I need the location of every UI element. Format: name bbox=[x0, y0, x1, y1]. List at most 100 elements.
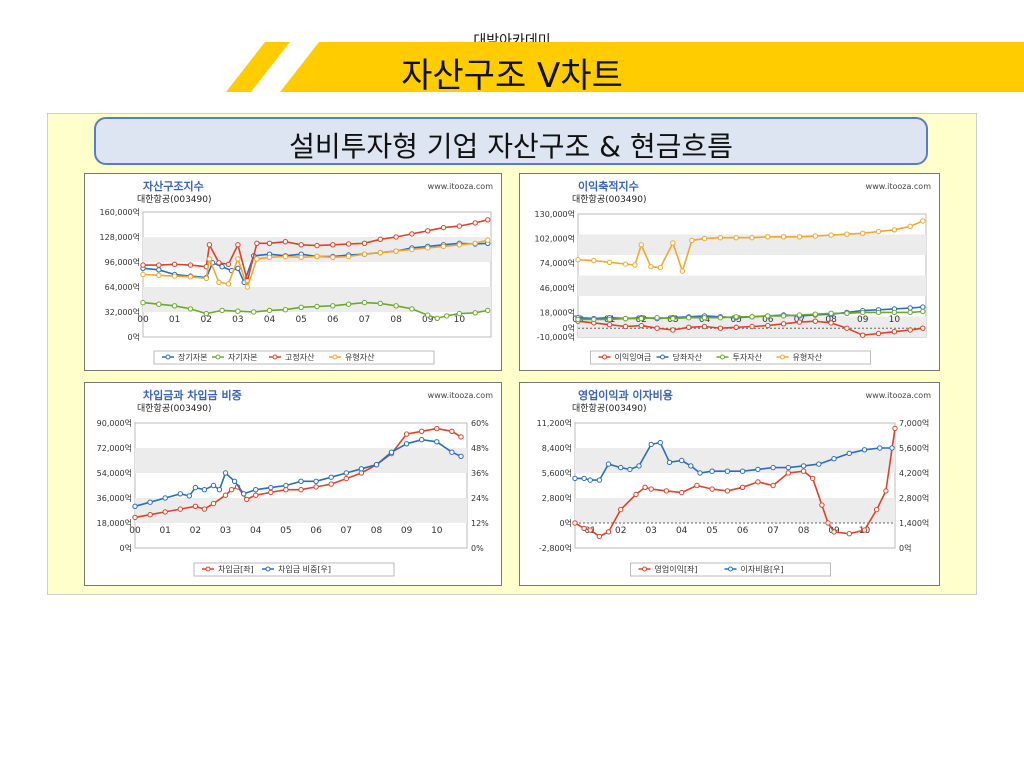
data-point bbox=[860, 309, 866, 316]
y-tick-label: 11,200억 bbox=[537, 418, 572, 428]
plot-area bbox=[134, 422, 468, 549]
legend-marker bbox=[215, 354, 221, 360]
chart-site: www.itooza.com bbox=[428, 182, 494, 191]
data-point bbox=[472, 310, 478, 316]
legend-label: 이자비용[우] bbox=[741, 564, 784, 574]
data-point bbox=[171, 303, 178, 309]
data-point bbox=[377, 249, 383, 256]
data-point bbox=[393, 248, 399, 254]
x-tick-label: 09 bbox=[401, 526, 413, 536]
data-point bbox=[749, 235, 755, 241]
chart-title: 자산구조지수 bbox=[143, 179, 204, 193]
x-tick-label: 01 bbox=[159, 526, 170, 536]
legend-marker bbox=[642, 566, 647, 572]
data-point bbox=[328, 481, 334, 487]
data-point bbox=[575, 316, 581, 323]
chart-company: 대한항공(003490) bbox=[137, 403, 212, 414]
data-point bbox=[434, 439, 440, 445]
data-point bbox=[425, 245, 431, 251]
data-point bbox=[235, 242, 241, 248]
data-point bbox=[434, 425, 440, 432]
y-tick-label: 54,000억 bbox=[97, 468, 132, 478]
data-point bbox=[648, 264, 654, 270]
data-point bbox=[485, 217, 491, 223]
y-tick-label: 96,000억 bbox=[105, 257, 140, 267]
data-point bbox=[228, 487, 235, 493]
y2-tick-label: 12% bbox=[471, 519, 489, 528]
data-point bbox=[785, 464, 791, 471]
data-point bbox=[210, 482, 217, 489]
data-point bbox=[206, 256, 213, 262]
data-point bbox=[648, 486, 654, 492]
data-point bbox=[314, 242, 320, 249]
data-point bbox=[709, 468, 715, 474]
data-point bbox=[147, 499, 153, 505]
legend-marker bbox=[728, 566, 733, 572]
data-point bbox=[330, 242, 336, 248]
data-point bbox=[425, 312, 431, 318]
data-point bbox=[328, 474, 334, 480]
data-point bbox=[171, 261, 178, 268]
data-point bbox=[251, 309, 257, 315]
data-point bbox=[377, 236, 383, 243]
data-point bbox=[844, 325, 850, 331]
legend-label: 차입금 비중[우] bbox=[278, 565, 331, 574]
x-tick-label: 04 bbox=[250, 526, 262, 536]
data-point bbox=[343, 475, 349, 482]
x-tick-label: 02 bbox=[615, 526, 626, 536]
y2-tick-label: 1,400억 bbox=[899, 518, 929, 528]
data-point bbox=[140, 271, 146, 278]
data-point bbox=[717, 325, 724, 331]
x-tick-label: 02 bbox=[190, 526, 201, 536]
grid-band bbox=[578, 275, 926, 296]
y-tick-label: 0억 bbox=[560, 518, 572, 528]
data-point bbox=[883, 488, 889, 494]
data-point bbox=[575, 257, 581, 263]
data-point bbox=[216, 279, 222, 286]
data-point bbox=[800, 468, 807, 474]
data-point bbox=[403, 431, 410, 437]
x-tick-label: 01 bbox=[169, 315, 180, 325]
y2-tick-label: 36% bbox=[471, 469, 489, 478]
y-tick-label: 8,400억 bbox=[542, 443, 572, 453]
y-tick-label: 102,000억 bbox=[535, 234, 575, 244]
x-tick-label: 03 bbox=[232, 315, 243, 325]
data-point bbox=[393, 303, 399, 309]
data-point bbox=[889, 445, 895, 451]
chart-operating-profit-interest: 영업이익과 이자비용 대한항공(003490) www.itooza.com 11,2… bbox=[519, 382, 940, 586]
data-point bbox=[877, 445, 883, 451]
data-point bbox=[254, 256, 260, 262]
data-point bbox=[282, 253, 289, 260]
data-point bbox=[572, 520, 578, 526]
subtitle-box bbox=[94, 117, 928, 165]
data-point bbox=[780, 313, 787, 319]
data-point bbox=[755, 479, 761, 485]
data-point bbox=[282, 307, 289, 313]
data-point bbox=[765, 322, 771, 329]
data-point bbox=[425, 228, 431, 234]
legend-label: 장기자본 bbox=[178, 352, 207, 362]
data-point bbox=[203, 310, 210, 317]
data-point bbox=[688, 463, 694, 469]
data-point bbox=[581, 525, 587, 532]
data-point bbox=[330, 303, 336, 309]
data-point bbox=[581, 475, 587, 482]
data-point bbox=[572, 475, 578, 482]
x-tick-label: 06 bbox=[327, 315, 339, 325]
data-point bbox=[587, 477, 593, 483]
data-point bbox=[591, 257, 597, 264]
data-point bbox=[472, 220, 478, 226]
data-point bbox=[361, 299, 368, 306]
data-point bbox=[156, 272, 162, 279]
data-point bbox=[440, 224, 447, 231]
y-tick-label: 18,000억 bbox=[97, 518, 132, 528]
data-point bbox=[219, 264, 225, 270]
x-tick-label: 10 bbox=[889, 315, 901, 325]
y-tick-label: 130,000억 bbox=[535, 209, 575, 219]
data-point bbox=[828, 310, 834, 317]
data-point bbox=[846, 450, 852, 457]
data-point bbox=[796, 312, 803, 318]
data-point bbox=[419, 437, 425, 443]
data-point bbox=[403, 441, 410, 447]
